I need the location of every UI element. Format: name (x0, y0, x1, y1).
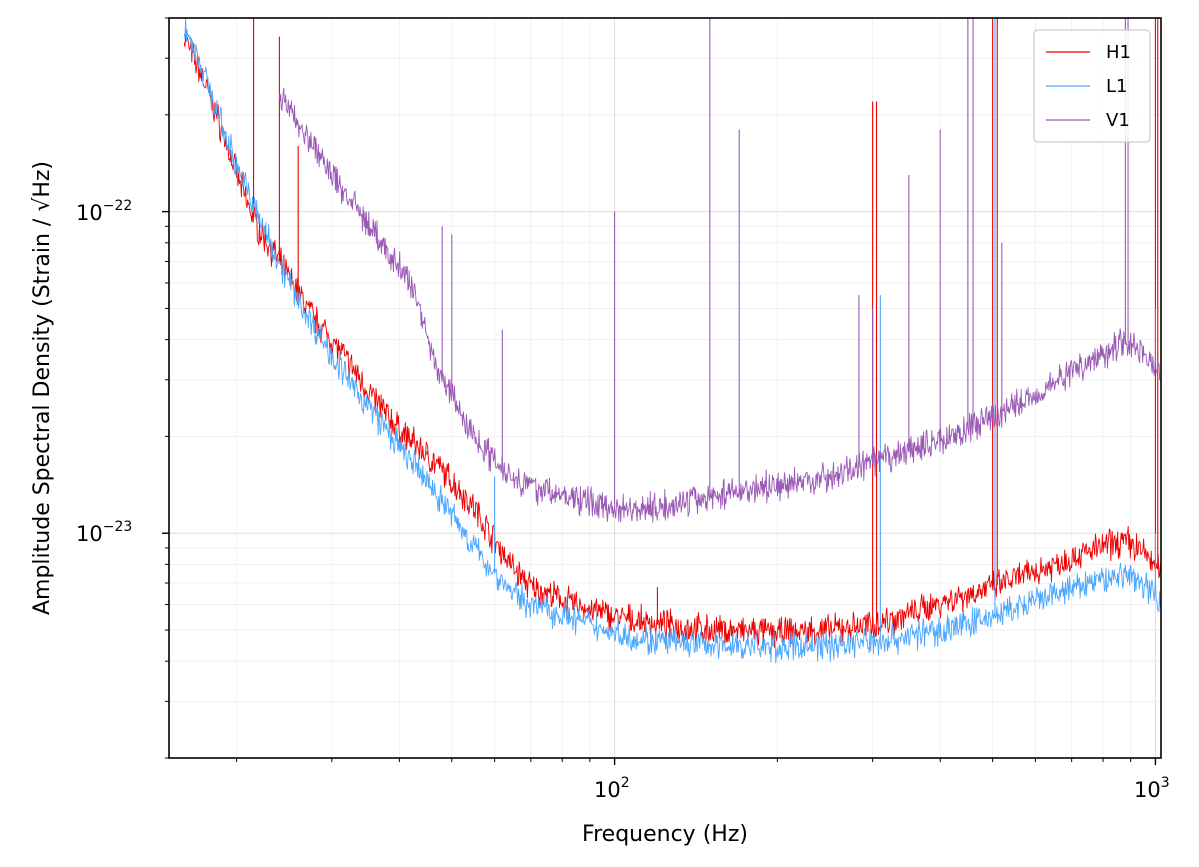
plot-background (169, 18, 1161, 758)
svg-text:10−23: 10−23 (76, 519, 132, 546)
svg-text:10−22: 10−22 (76, 198, 132, 225)
series-layer (183, 18, 1161, 664)
svg-text:103: 103 (1134, 775, 1170, 802)
y-tick-label-1e-23: 10−23 (76, 519, 132, 546)
ticks (162, 17, 1157, 765)
x-tick-label-1000: 103 (1134, 775, 1170, 802)
series-line-v1 (278, 87, 1161, 523)
x-tick-label-100: 102 (594, 775, 630, 802)
legend-box (1033, 29, 1151, 143)
svg-text:102: 102 (594, 775, 630, 802)
legend-label-v1: V1 (1106, 110, 1130, 131)
y-tick-label-1e-22: 10−22 (76, 198, 132, 225)
series-line-l1 (183, 18, 1161, 664)
legend-label-h1: H1 (1106, 42, 1131, 63)
x-axis-label: Frequency (Hz) (582, 822, 748, 847)
series-line-h1 (183, 33, 1161, 648)
plot-frame (168, 17, 1162, 759)
y-axis-label: Amplitude Spectral Density (Strain / √Hz… (30, 161, 55, 615)
legend: H1 L1 V1 (1033, 29, 1151, 143)
legend-label-l1: L1 (1106, 76, 1127, 97)
